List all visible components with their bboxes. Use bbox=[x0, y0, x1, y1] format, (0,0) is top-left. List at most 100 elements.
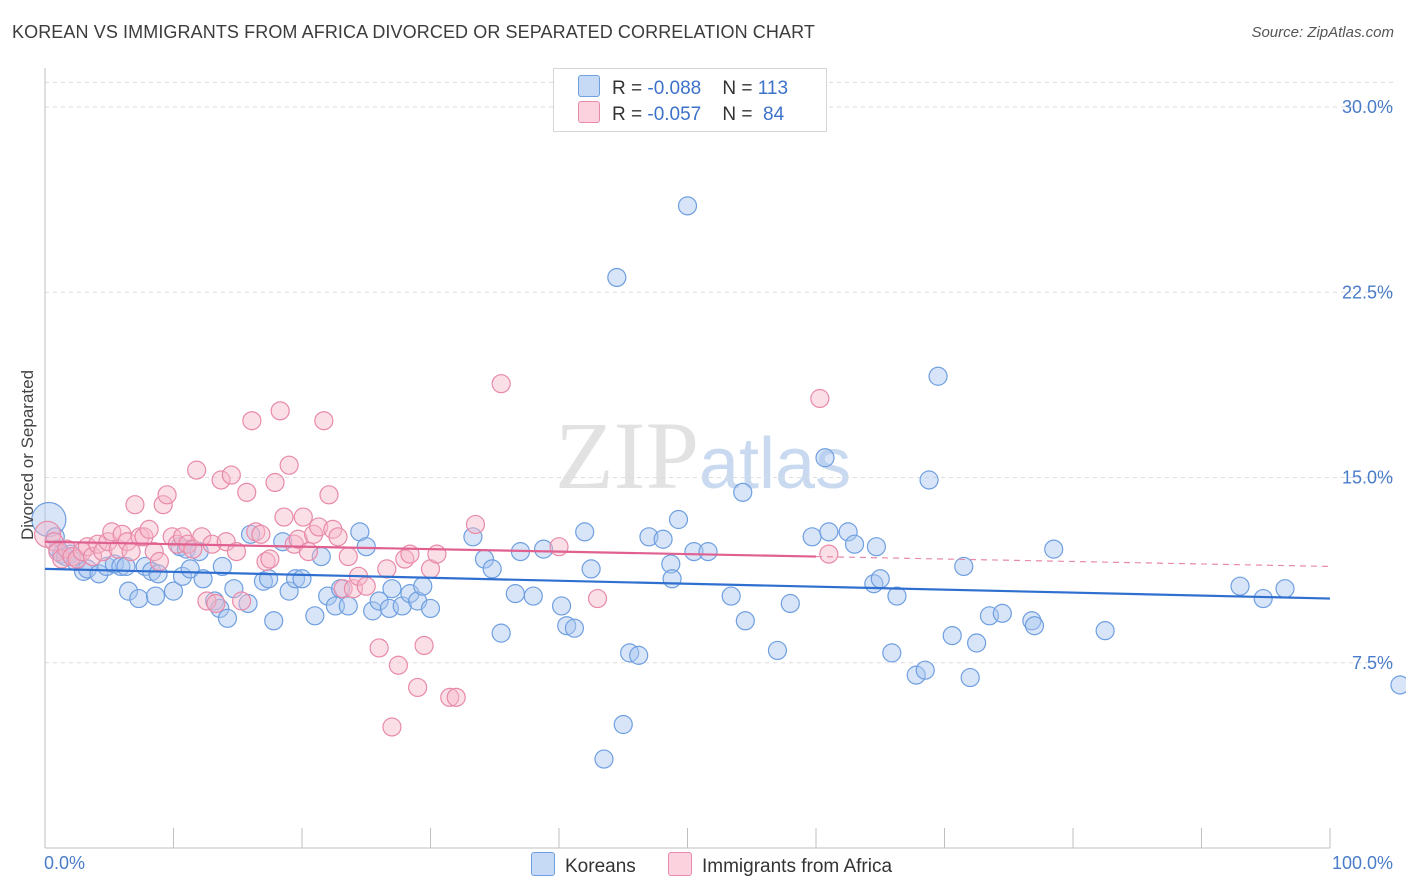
koreans-point bbox=[575, 522, 595, 542]
koreans-point bbox=[661, 554, 681, 574]
legend-n-value: 113 bbox=[757, 78, 789, 99]
koreans-point bbox=[505, 584, 525, 604]
koreans-point bbox=[338, 596, 358, 616]
africa-point bbox=[221, 465, 241, 485]
africa-point bbox=[328, 527, 348, 547]
africa-point bbox=[446, 687, 466, 707]
koreans-point bbox=[356, 537, 376, 557]
koreans-point bbox=[906, 665, 926, 685]
trend-lines bbox=[44, 540, 1331, 600]
africa-point bbox=[187, 460, 207, 480]
koreans-point bbox=[942, 625, 962, 646]
legend-r-label: R = bbox=[612, 78, 648, 99]
africa-point bbox=[388, 655, 408, 675]
africa-point bbox=[232, 591, 252, 611]
africa-point bbox=[82, 546, 103, 567]
koreans-point bbox=[1024, 616, 1045, 636]
legend-row-africa: R = -0.057 N = 84 bbox=[578, 101, 784, 127]
koreans-point bbox=[118, 581, 139, 601]
legend-n-value: 84 bbox=[757, 104, 785, 125]
africa-point bbox=[288, 529, 308, 549]
africa-point bbox=[465, 514, 486, 535]
koreans-point bbox=[129, 588, 149, 609]
africa-point bbox=[427, 544, 447, 564]
africa-point bbox=[587, 588, 608, 609]
koreans-point bbox=[533, 539, 554, 559]
koreans-point bbox=[193, 569, 213, 589]
koreans-point bbox=[1390, 675, 1406, 695]
koreans-point bbox=[780, 593, 800, 614]
koreans-point bbox=[815, 448, 835, 468]
x-tick-label: 100.0% bbox=[1332, 853, 1393, 873]
koreans-point bbox=[767, 640, 788, 661]
koreans-point bbox=[887, 586, 907, 606]
koreans-point bbox=[279, 581, 299, 601]
koreans-point bbox=[163, 581, 184, 601]
bottom-legend-label: Koreans bbox=[565, 856, 636, 877]
series-koreans bbox=[31, 196, 1406, 769]
africa-trend-line bbox=[44, 540, 817, 558]
africa-point bbox=[356, 576, 376, 596]
koreans-point bbox=[413, 576, 433, 596]
africa-point bbox=[382, 717, 402, 737]
koreans-point bbox=[382, 579, 402, 599]
africa-point bbox=[819, 544, 839, 564]
axes bbox=[44, 68, 1331, 849]
koreans-point bbox=[698, 542, 718, 562]
koreans-point bbox=[369, 591, 389, 611]
koreans-point bbox=[882, 643, 902, 663]
africa-point bbox=[226, 542, 247, 562]
koreans-point bbox=[668, 509, 689, 530]
legend-swatch-africa bbox=[578, 101, 600, 123]
koreans-point bbox=[838, 522, 858, 542]
koreans-point bbox=[523, 586, 543, 606]
africa-point bbox=[237, 482, 257, 502]
africa-point bbox=[440, 687, 460, 707]
chart-title: KOREAN VS IMMIGRANTS FROM AFRICA DIVORCE… bbox=[12, 22, 815, 42]
koreans-point bbox=[1230, 576, 1250, 596]
koreans-point bbox=[581, 559, 601, 579]
legend-n-label: N = bbox=[722, 104, 758, 125]
legend-n-label: N = bbox=[722, 78, 758, 99]
koreans-point bbox=[928, 366, 948, 386]
koreans-point bbox=[653, 529, 673, 549]
koreans-point bbox=[819, 522, 839, 542]
bottom-legend-label: Immigrants from Africa bbox=[702, 856, 893, 877]
koreans-point bbox=[264, 611, 284, 631]
africa-point bbox=[270, 401, 290, 421]
africa-point bbox=[246, 522, 266, 542]
y-axis-label: Divorced or Separated bbox=[18, 370, 37, 540]
koreans-point bbox=[363, 601, 383, 621]
koreans-point bbox=[420, 598, 441, 619]
africa-point bbox=[377, 559, 397, 579]
koreans-point bbox=[258, 569, 279, 589]
africa-point bbox=[206, 593, 226, 614]
watermark-atlas: atlas bbox=[699, 424, 852, 504]
koreans-point bbox=[802, 527, 822, 547]
africa-point bbox=[293, 507, 313, 527]
koreans-point bbox=[967, 633, 987, 653]
africa-point bbox=[491, 374, 511, 394]
africa-point bbox=[149, 551, 169, 572]
legend-r-value: -0.057 bbox=[647, 104, 702, 125]
koreans-point bbox=[551, 596, 572, 616]
watermark: ZIPatlas bbox=[555, 400, 851, 511]
koreans-point bbox=[145, 586, 166, 606]
koreans-point bbox=[629, 645, 649, 665]
africa-point bbox=[298, 542, 319, 562]
legend-swatch-koreans bbox=[578, 75, 600, 97]
koreans-point bbox=[292, 569, 312, 589]
africa-point bbox=[338, 546, 358, 567]
correlation-legend: R = -0.088 N = 113 R = -0.057 N = 84 bbox=[553, 68, 827, 132]
koreans-point bbox=[1275, 579, 1295, 599]
watermark-zip: ZIP bbox=[555, 402, 699, 509]
koreans-point bbox=[735, 611, 755, 631]
koreans-point bbox=[253, 571, 274, 591]
y-tick-label: 30.0% bbox=[1342, 97, 1393, 117]
koreans-point bbox=[992, 603, 1012, 623]
africa-point bbox=[62, 546, 82, 567]
africa-point bbox=[810, 388, 830, 409]
koreans-point bbox=[954, 556, 974, 577]
bottom-swatch-koreans bbox=[531, 852, 555, 876]
